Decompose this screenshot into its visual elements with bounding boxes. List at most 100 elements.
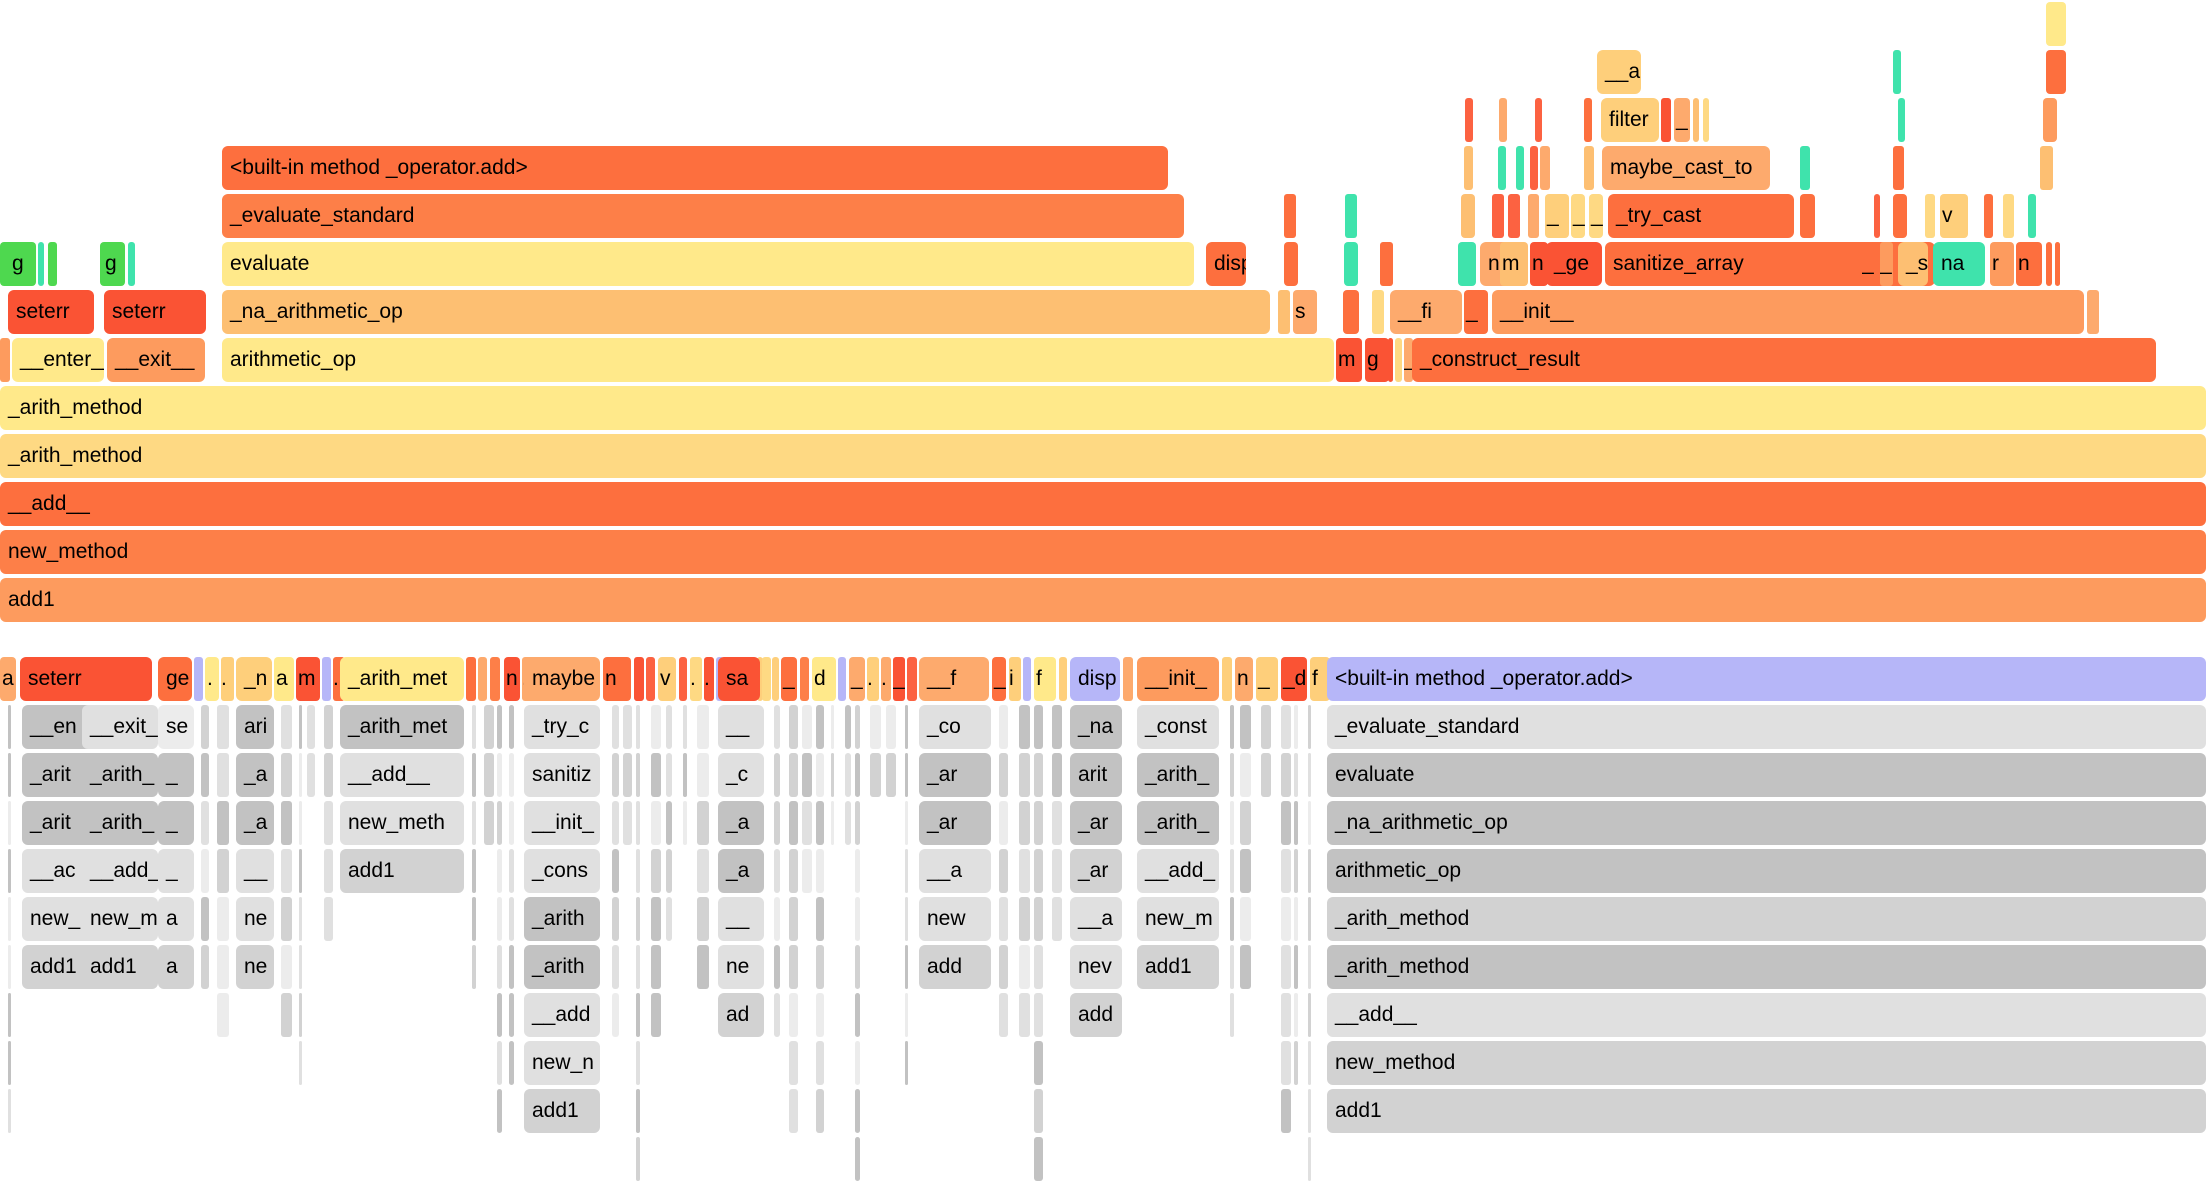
caller-frame[interactable]: __a <box>919 849 991 893</box>
caller-sliver[interactable] <box>281 705 292 749</box>
caller-sliver[interactable] <box>1019 945 1030 989</box>
caller-sliver[interactable] <box>816 753 824 797</box>
caller-frame[interactable]: sanitiz <box>524 753 600 797</box>
caller-selected-frame[interactable]: sa <box>718 657 760 701</box>
caller-sliver[interactable] <box>612 993 619 1037</box>
flame-frame[interactable] <box>1278 290 1290 334</box>
caller-sliver[interactable] <box>497 705 502 749</box>
caller-sliver[interactable] <box>281 897 292 941</box>
caller-frame[interactable]: _try_c <box>524 705 600 749</box>
caller-selected-frame[interactable] <box>1123 657 1133 701</box>
flame-frame[interactable] <box>1345 194 1357 238</box>
caller-frame[interactable]: nev <box>1070 945 1122 989</box>
caller-sliver[interactable] <box>324 801 333 845</box>
flame-frame[interactable] <box>128 242 135 286</box>
flame-frame[interactable] <box>0 338 10 382</box>
caller-sliver[interactable] <box>484 705 494 749</box>
caller-sliver[interactable] <box>509 993 514 1037</box>
flame-frame[interactable] <box>1540 146 1550 190</box>
flame-frame[interactable]: seterr <box>104 290 206 334</box>
flame-frame[interactable] <box>1584 146 1594 190</box>
flame-frame[interactable]: __fi <box>1390 290 1462 334</box>
flame-frame[interactable] <box>2040 146 2053 190</box>
caller-selected-frame[interactable]: __init_ <box>1137 657 1219 701</box>
caller-sliver[interactable] <box>281 753 292 797</box>
caller-sliver[interactable] <box>509 849 514 893</box>
caller-selected-frame[interactable]: _ <box>1256 657 1278 701</box>
caller-sliver[interactable] <box>497 897 502 941</box>
caller-sliver[interactable] <box>8 753 11 797</box>
caller-sliver[interactable] <box>855 993 860 1037</box>
caller-frame[interactable]: __add__ <box>1327 993 2206 1037</box>
caller-selected-frame[interactable]: _n <box>236 657 272 701</box>
caller-sliver[interactable] <box>1261 705 1271 749</box>
caller-sliver[interactable] <box>299 801 302 845</box>
caller-selected-frame[interactable] <box>1222 657 1232 701</box>
caller-sliver[interactable] <box>8 1089 11 1133</box>
caller-sliver[interactable] <box>299 993 302 1037</box>
caller-selected-frame[interactable] <box>762 657 770 701</box>
caller-frame[interactable]: _cons <box>524 849 600 893</box>
caller-sliver[interactable] <box>636 753 640 797</box>
caller-sliver[interactable] <box>999 705 1008 749</box>
caller-sliver[interactable] <box>905 1041 908 1085</box>
caller-sliver[interactable] <box>999 801 1008 845</box>
caller-selected-frame[interactable] <box>800 657 809 701</box>
flame-frame[interactable] <box>1925 194 1935 238</box>
caller-sliver[interactable] <box>774 705 780 749</box>
flame-frame[interactable] <box>1800 146 1810 190</box>
caller-selected-frame[interactable] <box>466 657 476 701</box>
flame-frame[interactable] <box>1380 242 1393 286</box>
caller-sliver[interactable] <box>1308 849 1311 893</box>
caller-frame[interactable]: _ar <box>919 753 991 797</box>
caller-sliver[interactable] <box>789 849 798 893</box>
caller-selected-frame[interactable] <box>1059 657 1067 701</box>
caller-frame[interactable]: __ <box>718 897 764 941</box>
caller-selected-frame[interactable] <box>679 657 687 701</box>
caller-frame[interactable]: se <box>158 705 194 749</box>
flame-frame[interactable]: s <box>1293 290 1317 334</box>
flame-frame[interactable] <box>38 242 44 286</box>
flame-frame[interactable]: add1 <box>0 578 2206 622</box>
caller-sliver[interactable] <box>623 705 632 749</box>
caller-selected-frame[interactable]: i <box>1009 657 1021 701</box>
caller-sliver[interactable] <box>612 801 619 845</box>
caller-selected-frame[interactable]: v <box>658 657 676 701</box>
caller-sliver[interactable] <box>789 1089 798 1133</box>
caller-sliver[interactable] <box>1034 1137 1043 1181</box>
caller-sliver[interactable] <box>324 897 333 941</box>
caller-sliver[interactable] <box>472 705 476 749</box>
flame-frame[interactable] <box>1465 98 1473 142</box>
flame-frame[interactable] <box>1343 290 1359 334</box>
caller-sliver[interactable] <box>299 849 302 893</box>
caller-sliver[interactable] <box>299 705 302 749</box>
caller-frame[interactable]: _evaluate_standard <box>1327 705 2206 749</box>
caller-frame[interactable]: __add__ <box>340 753 464 797</box>
caller-sliver[interactable] <box>636 705 640 749</box>
caller-sliver[interactable] <box>1294 705 1298 749</box>
caller-sliver[interactable] <box>201 897 209 941</box>
caller-sliver[interactable] <box>789 1041 798 1085</box>
caller-sliver[interactable] <box>472 849 476 893</box>
caller-sliver[interactable] <box>636 1041 640 1085</box>
caller-sliver[interactable] <box>816 945 824 989</box>
caller-sliver[interactable] <box>1281 801 1291 845</box>
caller-sliver[interactable] <box>666 705 672 749</box>
caller-frame[interactable]: _na_arithmetic_op <box>1327 801 2206 845</box>
caller-sliver[interactable] <box>870 753 881 797</box>
caller-frame[interactable]: add1 <box>340 849 464 893</box>
caller-sliver[interactable] <box>1308 1137 1311 1181</box>
caller-sliver[interactable] <box>636 993 640 1037</box>
caller-sliver[interactable] <box>217 753 229 797</box>
caller-sliver[interactable] <box>1240 705 1251 749</box>
caller-sliver[interactable] <box>281 945 292 989</box>
caller-sliver[interactable] <box>636 1137 640 1181</box>
caller-selected-frame[interactable]: d <box>812 657 836 701</box>
flame-frame[interactable]: filter <box>1601 98 1659 142</box>
caller-frame[interactable]: _na <box>1070 705 1122 749</box>
caller-sliver[interactable] <box>905 993 908 1037</box>
caller-frame[interactable]: __add <box>524 993 600 1037</box>
caller-sliver[interactable] <box>497 849 502 893</box>
caller-sliver[interactable] <box>281 849 292 893</box>
caller-selected-frame[interactable]: . <box>205 657 219 701</box>
